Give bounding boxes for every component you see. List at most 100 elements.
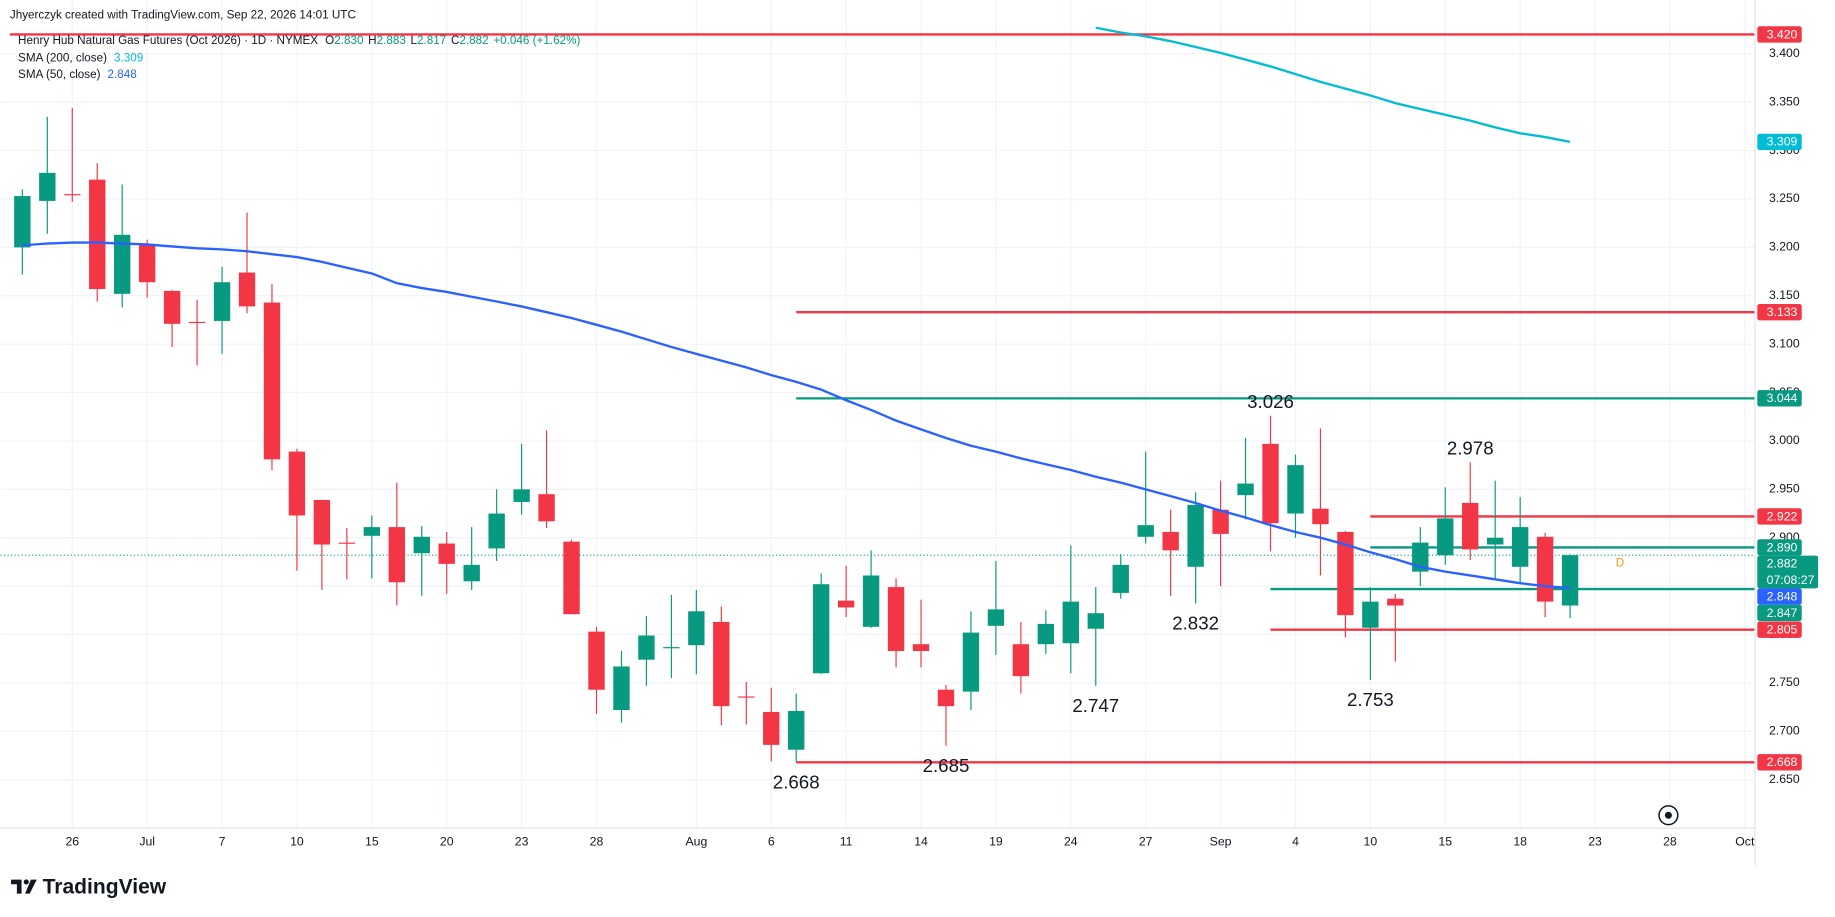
price-label-box [1757, 539, 1802, 556]
x-tick-label: 23 [515, 834, 529, 848]
x-tick-label: 23 [1588, 834, 1602, 848]
candle-body [114, 234, 131, 294]
candle-body [363, 527, 381, 536]
candle-body [1337, 531, 1354, 616]
candle-body [313, 499, 331, 545]
price-annotation: 2.668 [773, 771, 820, 792]
x-tick-label: Sep [1210, 834, 1232, 848]
indicator-value: 3.309 [114, 52, 143, 65]
candle-body [613, 666, 630, 711]
candle-body [463, 564, 480, 582]
y-tick-label: 3.400 [1769, 46, 1800, 60]
candle-body [1187, 504, 1204, 567]
x-tick-label: 26 [65, 834, 79, 848]
price-label: 3.420 [1767, 27, 1798, 41]
price-label: 3.044 [1767, 391, 1798, 405]
symbol: Henry Hub Natural Gas Futures (Oct 2026)… [18, 34, 318, 47]
candle-body [1237, 483, 1254, 496]
candle-body [1536, 536, 1554, 602]
price-annotation: 2.747 [1072, 695, 1119, 716]
credit: Jhyerczyk created with TradingView.com, … [10, 8, 356, 21]
candle-body [1087, 613, 1104, 629]
price-label-box [1757, 621, 1802, 638]
y-tick-label: 3.150 [1769, 288, 1800, 302]
price-label-box [1757, 133, 1802, 151]
x-tick-label: 27 [1139, 834, 1153, 848]
price-label: 2.882 [1767, 557, 1798, 571]
x-tick-label: 15 [1438, 834, 1452, 848]
y-tick-label: 2.750 [1769, 675, 1800, 689]
x-tick-label: 20 [440, 834, 454, 848]
candle-body [812, 584, 830, 674]
candle-body [1511, 527, 1529, 567]
indicator-legend: SMA (50, close) 2.848 [18, 68, 137, 81]
candle-body [1462, 502, 1479, 550]
candle-body [138, 244, 156, 283]
y-tick-label: 2.700 [1769, 724, 1800, 738]
candle-body [912, 644, 930, 651]
price-annotation: 2.832 [1172, 613, 1219, 634]
candle-body [738, 696, 755, 698]
candle-body [1162, 531, 1179, 551]
candle-body [1287, 465, 1304, 514]
ohlc-label: H [368, 34, 376, 47]
candle-body [188, 321, 206, 324]
price-label: 2.668 [1767, 755, 1798, 769]
x-tick-label: 10 [290, 834, 304, 848]
ohlc-value: 2.817 [417, 34, 446, 47]
candle-body [763, 711, 780, 745]
price-annotation: 2.685 [923, 755, 970, 776]
candle-body [663, 647, 680, 649]
replay-icon [1658, 805, 1679, 826]
candle-body [513, 489, 530, 502]
y-tick-label: 3.200 [1769, 240, 1800, 254]
x-tick-label: 4 [1292, 834, 1299, 848]
candle-body [862, 575, 880, 627]
indicator-value: 2.848 [108, 68, 137, 81]
ohlc-value: 2.882 [459, 34, 488, 47]
candle-body [213, 282, 231, 321]
price-annotation: 3.026 [1247, 391, 1294, 412]
candle-body [14, 196, 31, 248]
price-label-box [1757, 555, 1819, 589]
candle-body [1437, 518, 1454, 556]
x-tick-label: 19 [989, 834, 1003, 848]
x-tick-label: Jul [139, 834, 155, 848]
candle-body [713, 621, 730, 707]
candle-body [987, 609, 1005, 626]
price-annotation: 2.753 [1347, 689, 1394, 710]
price-label: 2.922 [1767, 509, 1798, 523]
candle-body [962, 632, 980, 692]
price-label: 2.848 [1767, 589, 1798, 603]
ohlc-label: C [451, 34, 459, 47]
indicator-name: SMA (200, close) [18, 52, 107, 65]
candle-body [837, 600, 855, 608]
candle-body [1112, 564, 1129, 593]
symbol-legend: Henry Hub Natural Gas Futures (Oct 2026)… [18, 34, 581, 47]
plot-area [0, 26, 1755, 764]
candle-body [588, 631, 605, 690]
x-tick-label: Aug [685, 834, 707, 848]
price-label: 3.133 [1767, 305, 1798, 319]
ohlc-value: 2.830 [334, 34, 364, 47]
y-tick-label: 2.950 [1769, 482, 1800, 496]
price-label: 2.847 [1767, 606, 1798, 620]
candle-body [263, 302, 281, 460]
ohlc-label: L [411, 34, 418, 47]
indicator-legend: SMA (200, close) 3.309 [18, 52, 143, 65]
candle-body [1362, 601, 1379, 628]
sma-line [1095, 26, 1571, 144]
ohlc-value: 2.883 [377, 34, 406, 47]
candle-body [887, 587, 905, 651]
change: +0.046 (+1.62%) [493, 34, 580, 47]
y-tick-label: 3.100 [1769, 336, 1800, 350]
candle-body [288, 451, 306, 516]
price-label-box [1757, 26, 1802, 43]
candle-body [488, 513, 505, 549]
price-label: 3.309 [1767, 135, 1798, 149]
candle-body [1037, 623, 1055, 645]
candle-body [438, 543, 455, 564]
candle-body [1012, 644, 1030, 677]
